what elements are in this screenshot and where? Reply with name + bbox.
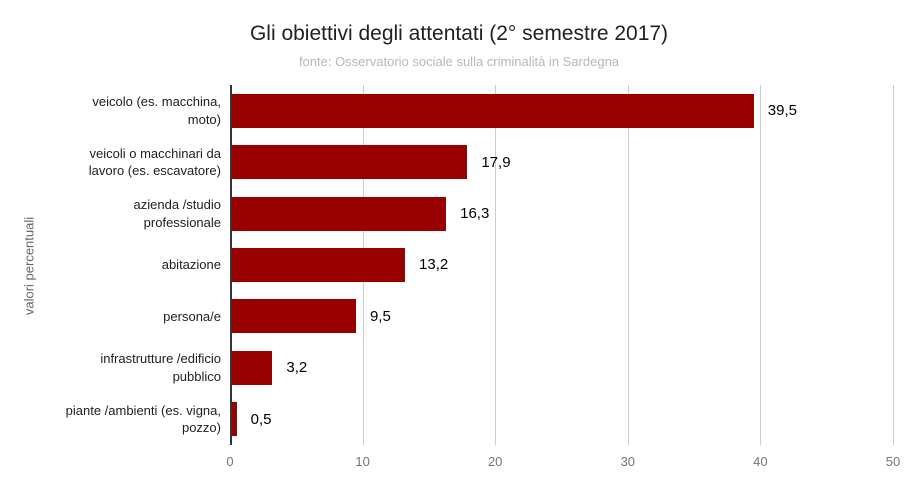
bar-row: 16,3	[230, 188, 893, 239]
category-label: veicolo (es. macchina, moto)	[92, 94, 221, 127]
bar[interactable]	[230, 350, 273, 385]
chart-title: Gli obiettivi degli attentati (2° semest…	[249, 22, 669, 45]
y-axis-title-container: valori percentuali	[0, 85, 58, 479]
value-label: 0,5	[250, 410, 272, 428]
x-axis: 0 10 20 30 40 50	[226, 445, 900, 479]
category-label: infrastrutture /edificio pubblico	[100, 351, 221, 384]
bar-row: 3,2	[230, 342, 893, 393]
bar[interactable]	[230, 299, 356, 334]
bar-row: 9,5	[230, 291, 893, 342]
x-tick-label: 20	[487, 454, 503, 469]
bar-row: 13,2	[230, 239, 893, 290]
bar-row: 39,5	[230, 85, 893, 136]
value-label: 9,5	[369, 307, 391, 325]
bar[interactable]	[230, 93, 754, 128]
gridline	[495, 85, 497, 445]
plot-area: 39,5 17,9 16,3 13,2 9,5	[230, 85, 894, 445]
chart-subtitle: fonte: Osservatorio sociale sulla crimin…	[298, 54, 620, 69]
axis-baseline	[230, 85, 232, 445]
value-label: 39,5	[767, 102, 797, 120]
category-label: veicoli o macchinari da lavoro (es. esca…	[88, 145, 221, 179]
x-tick-label: 40	[753, 454, 768, 469]
bar[interactable]	[230, 145, 468, 180]
category-label: azienda /studio professionale	[133, 197, 221, 230]
x-tick-label: 10	[355, 454, 370, 469]
bar[interactable]	[230, 196, 447, 231]
gridline	[760, 85, 762, 445]
bar-row: 0,5	[230, 394, 893, 445]
x-tick-label: 0	[226, 454, 234, 469]
x-tick-label: 50	[885, 454, 901, 469]
gridline	[893, 85, 894, 445]
gridline	[627, 85, 629, 445]
y-axis-title: valori percentuali	[21, 217, 37, 316]
category-label: abitazione	[161, 257, 221, 273]
bar-rows: 39,5 17,9 16,3 13,2 9,5	[230, 85, 893, 445]
category-label: persona/e	[163, 308, 221, 324]
chart-area: valori percentuali veicolo (es. macchina…	[0, 85, 918, 479]
bar-row: 17,9	[230, 136, 893, 187]
value-label: 13,2	[419, 256, 449, 274]
value-label: 17,9	[481, 153, 511, 171]
category-axis: veicolo (es. macchina, moto) veicoli o m…	[58, 85, 230, 445]
value-label: 3,2	[286, 359, 308, 377]
value-label: 16,3	[460, 205, 490, 223]
bar[interactable]	[230, 402, 237, 437]
plot-column: 39,5 17,9 16,3 13,2 9,5	[226, 85, 900, 479]
x-tick-label: 30	[620, 454, 636, 469]
bar[interactable]	[230, 247, 406, 282]
category-label: piante /ambienti (es. vigna, pozzo)	[65, 402, 221, 436]
